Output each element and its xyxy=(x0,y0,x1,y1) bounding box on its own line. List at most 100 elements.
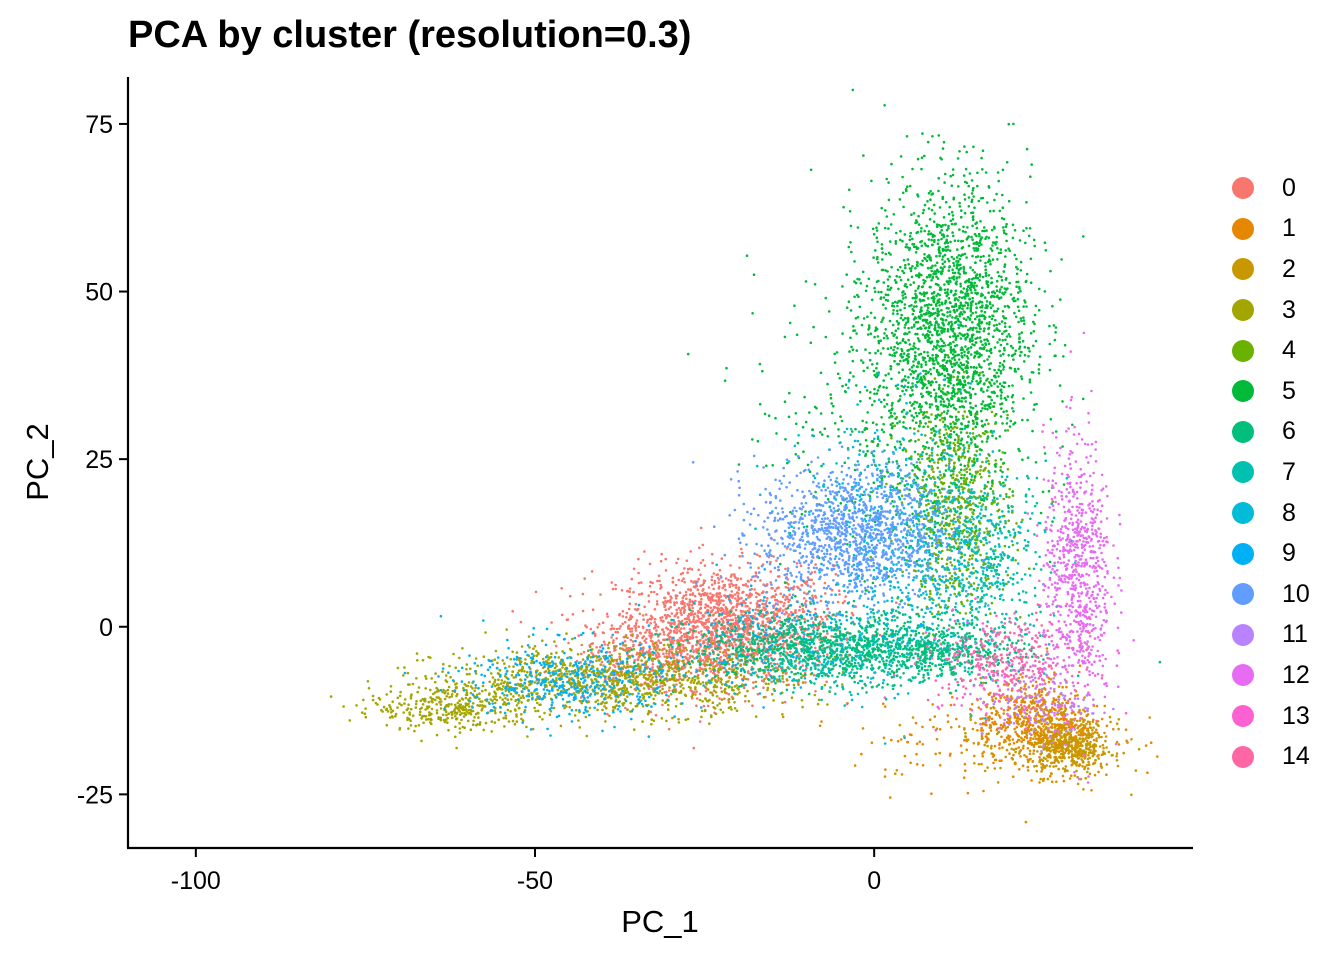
data-point xyxy=(613,645,617,649)
data-point xyxy=(1090,751,1094,755)
data-point xyxy=(719,677,723,680)
data-point xyxy=(627,589,630,593)
data-point xyxy=(636,667,640,671)
data-point xyxy=(445,713,448,717)
data-point xyxy=(469,685,473,688)
data-point xyxy=(894,772,897,775)
data-point xyxy=(514,709,517,712)
data-point xyxy=(802,635,805,639)
data-point xyxy=(458,731,462,734)
data-point xyxy=(650,668,654,671)
data-point xyxy=(512,665,515,668)
data-point xyxy=(1043,765,1046,768)
data-point xyxy=(660,717,664,720)
data-point xyxy=(697,617,701,621)
data-point xyxy=(703,708,707,712)
data-point xyxy=(779,654,782,658)
data-point xyxy=(371,694,375,698)
data-point xyxy=(418,713,422,716)
data-point xyxy=(1008,495,1011,499)
data-point xyxy=(788,636,792,640)
data-point xyxy=(941,387,945,391)
data-point xyxy=(615,627,619,631)
data-point xyxy=(607,641,611,645)
data-point xyxy=(733,614,737,617)
data-point xyxy=(473,689,477,693)
data-point xyxy=(614,630,617,634)
data-point xyxy=(1030,741,1034,745)
data-point xyxy=(728,675,731,679)
data-point xyxy=(698,658,702,661)
data-point xyxy=(719,595,723,598)
data-point xyxy=(678,674,681,678)
data-point xyxy=(722,610,726,614)
data-point xyxy=(628,627,632,631)
data-point xyxy=(1015,701,1018,704)
data-point xyxy=(1124,728,1128,731)
data-point xyxy=(1061,746,1065,750)
data-point xyxy=(648,562,652,566)
data-point xyxy=(520,713,523,716)
data-point xyxy=(1137,747,1141,751)
data-point xyxy=(823,683,827,687)
data-point xyxy=(673,639,676,642)
data-point xyxy=(624,649,627,652)
data-point xyxy=(604,720,607,723)
data-point xyxy=(878,633,882,637)
data-point xyxy=(595,672,599,675)
data-point xyxy=(692,746,696,750)
data-point xyxy=(414,724,418,728)
data-point xyxy=(648,670,651,674)
data-point xyxy=(424,687,428,690)
data-point xyxy=(1108,715,1112,719)
data-point xyxy=(974,721,977,725)
data-point xyxy=(448,696,451,699)
data-point xyxy=(494,649,498,653)
data-point xyxy=(669,595,672,598)
data-point xyxy=(481,689,484,693)
data-point xyxy=(765,583,769,586)
data-point xyxy=(674,583,678,587)
data-point xyxy=(1050,745,1054,748)
data-point xyxy=(1025,708,1029,712)
data-point xyxy=(507,665,511,668)
data-point xyxy=(987,422,990,426)
data-point xyxy=(986,744,989,748)
data-point xyxy=(733,574,736,578)
data-point xyxy=(982,543,985,547)
data-point xyxy=(782,604,785,608)
data-point xyxy=(1029,736,1032,740)
data-point xyxy=(693,679,696,682)
data-point xyxy=(1087,736,1090,740)
data-point xyxy=(644,631,647,634)
data-point xyxy=(915,763,919,766)
data-point xyxy=(409,707,413,711)
data-point xyxy=(938,764,942,767)
data-point xyxy=(1067,740,1070,744)
data-point xyxy=(1061,767,1065,770)
data-point xyxy=(430,722,433,726)
data-point xyxy=(971,522,975,526)
data-point xyxy=(681,596,685,600)
data-point xyxy=(1020,740,1023,744)
data-point xyxy=(677,578,680,582)
data-point xyxy=(385,723,389,727)
data-point xyxy=(756,603,759,606)
data-point xyxy=(1084,732,1087,736)
data-point xyxy=(962,776,966,779)
data-point xyxy=(782,609,785,612)
data-point xyxy=(1117,718,1121,721)
data-point xyxy=(1097,735,1101,739)
data-point xyxy=(447,685,451,689)
data-point xyxy=(1078,763,1082,767)
data-point xyxy=(631,679,635,682)
data-point xyxy=(709,670,712,673)
data-point xyxy=(707,617,710,621)
data-point xyxy=(1082,788,1085,791)
data-point xyxy=(362,698,365,702)
data-point xyxy=(567,670,571,673)
data-point xyxy=(601,683,605,687)
data-point xyxy=(541,657,545,661)
data-point xyxy=(647,677,650,680)
data-point xyxy=(653,641,657,645)
